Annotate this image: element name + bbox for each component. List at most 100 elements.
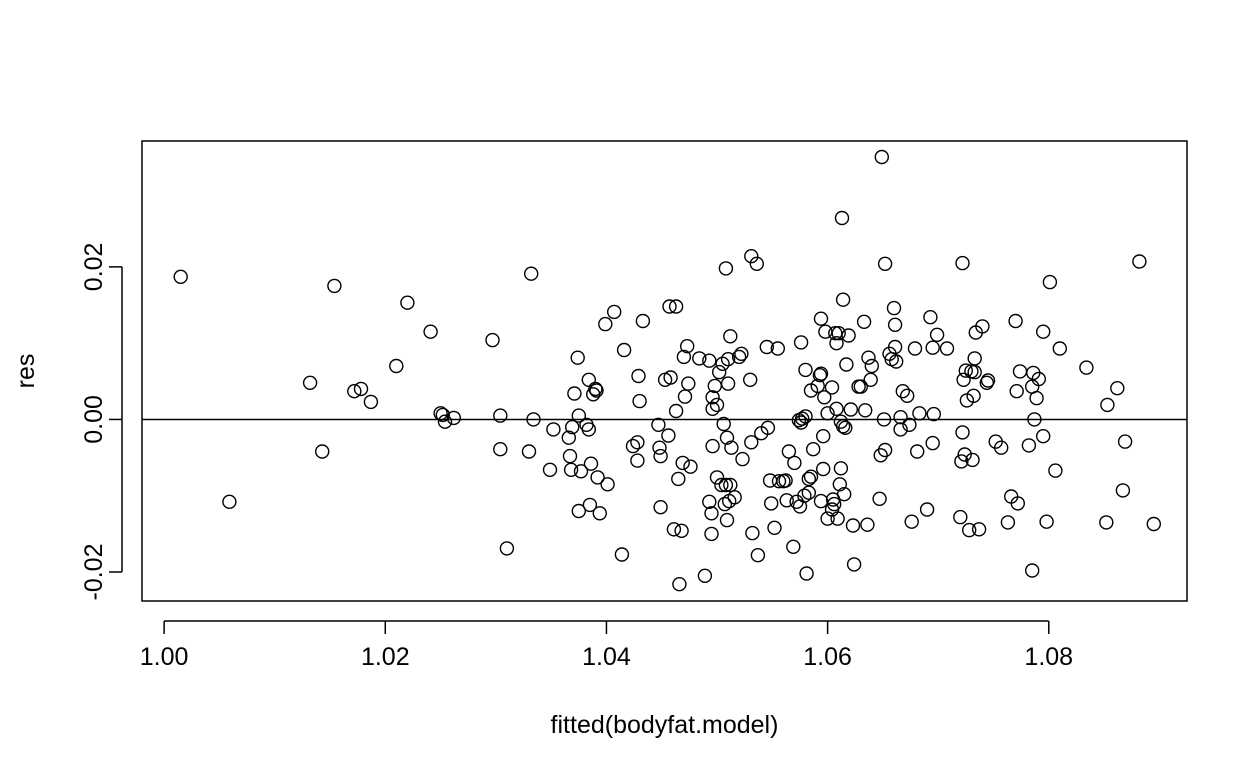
data-point [955,425,970,440]
data-point [630,453,645,468]
data-point [668,299,684,314]
data-point [863,372,878,387]
data-point [493,408,508,423]
data-point [803,469,819,484]
data-point [662,299,677,314]
data-point [835,292,851,307]
data-point [749,256,764,271]
data-point [485,332,500,348]
data-point [837,487,852,502]
data-point [829,401,844,416]
data-point [676,349,692,365]
data-point [347,384,362,399]
data-point [714,477,729,493]
data-point [1115,483,1131,498]
data-point [723,477,738,493]
data-point [750,548,766,563]
data-point [1110,381,1125,396]
data-point [816,461,831,477]
data-point [565,419,580,435]
data-point [717,496,732,512]
data-point [832,477,847,492]
data-point [887,317,903,332]
data-point [797,488,812,503]
data-point [524,266,539,281]
data-point [833,461,849,476]
data-point [830,511,845,526]
data-point [835,419,851,434]
data-point [1027,412,1042,427]
data-point [955,255,970,271]
data-point [590,470,605,485]
data-point [692,351,707,366]
data-point [702,494,717,509]
data-point [1035,429,1051,444]
data-point [588,381,603,397]
data-point [910,444,925,459]
data-point [760,420,776,435]
data-point [607,304,622,320]
data-point [771,474,787,489]
data-point [712,364,727,380]
data-point [956,372,971,387]
data-point [653,500,668,515]
data-point [542,462,558,477]
y-axis-label: res [12,354,40,389]
data-point [631,368,646,384]
x-tick-label: 1.02 [361,643,410,671]
y-tick-label: 0.02 [80,243,108,292]
data-point [671,471,686,487]
data-point [939,341,955,356]
data-point [423,324,438,339]
plot-frame [141,140,1188,602]
data-point [353,381,369,397]
data-point [493,442,508,457]
data-point [876,412,892,427]
data-point [697,568,713,583]
data-point [302,375,318,390]
data-point [904,514,919,529]
data-points [173,149,1162,592]
data-point [957,447,972,462]
data-point [872,491,887,506]
data-point [677,389,693,404]
data-point [861,350,876,365]
data-point [653,448,668,464]
data-point [841,328,856,343]
data-point [720,376,736,391]
data-point [1029,390,1044,406]
data-point [616,342,632,358]
data-point [592,506,607,521]
data-point [845,518,861,533]
data-point [965,452,980,468]
data-point [874,149,889,165]
data-point [625,438,641,454]
data-point [719,512,735,528]
data-point [709,397,725,413]
data-point [834,210,850,226]
data-point [1042,274,1058,290]
data-point [923,310,938,325]
data-point [735,451,750,467]
data-point [853,379,868,394]
data-point [731,349,747,365]
data-point [831,326,846,341]
data-point [912,406,927,421]
data-point [744,435,759,450]
data-point [433,406,448,421]
data-point [873,448,888,463]
data-point [793,335,809,350]
data-point [764,496,779,511]
data-point [770,341,785,356]
data-point [798,362,813,378]
data-point [781,444,797,459]
data-point [886,300,902,316]
data-point [958,363,973,378]
data-point [929,327,945,342]
data-point [668,403,684,419]
data-point [887,339,903,355]
data-point [709,470,725,485]
data-point [954,454,969,469]
data-point [521,444,537,459]
